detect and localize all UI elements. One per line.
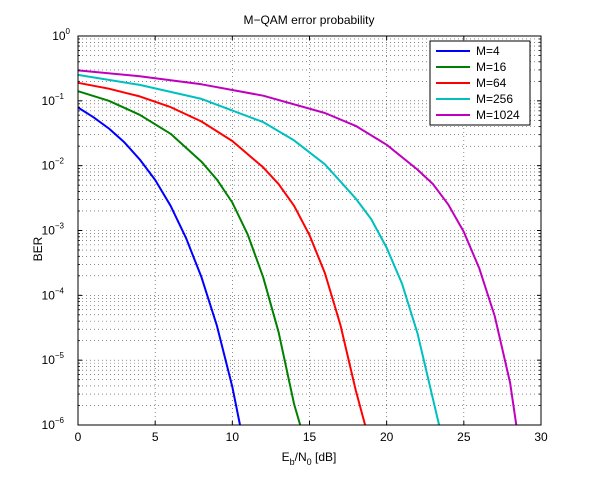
x-axis-label-sub2: 0 <box>307 457 312 467</box>
y-tick-label-base: 10 <box>42 159 56 173</box>
chart-title: M−QAM error probability <box>243 13 374 27</box>
y-tick-label-base: 10 <box>42 418 56 432</box>
x-axis-label-base: E <box>282 450 290 464</box>
y-tick-label: 10−3 <box>42 222 65 238</box>
x-tick-label: 30 <box>534 430 548 444</box>
x-axis-label-sub1: b <box>290 457 295 467</box>
x-tick-label: 0 <box>75 430 82 444</box>
y-tick-label-exponent: −3 <box>55 222 65 231</box>
series-line <box>77 106 241 426</box>
y-tick-label: 10−1 <box>42 92 65 108</box>
x-axis-label-mid: /N <box>295 450 307 464</box>
legend-label: M=1024 <box>476 108 520 122</box>
series-line <box>77 90 302 426</box>
y-tick-label-base: 10 <box>52 29 66 43</box>
y-tick-label-base: 10 <box>42 224 56 238</box>
y-tick-label: 10−5 <box>42 351 65 367</box>
y-tick-label-exponent: −1 <box>55 92 65 101</box>
y-tick-label-exponent: −6 <box>55 416 65 425</box>
y-tick-label-exponent: −4 <box>55 286 65 295</box>
y-tick-label: 100 <box>52 27 70 43</box>
legend-label: M=4 <box>476 44 500 58</box>
x-tick-label: 20 <box>380 430 394 444</box>
series-line <box>77 73 441 426</box>
y-tick-label-exponent: −5 <box>55 351 65 360</box>
x-axis-label: Eb/N0 [dB] <box>282 450 337 467</box>
x-axis-label-tail: [dB] <box>312 450 337 464</box>
x-tick-label: 15 <box>303 430 317 444</box>
y-tick-label-exponent: −2 <box>55 157 65 166</box>
legend-label: M=64 <box>476 76 507 90</box>
y-tick-label-base: 10 <box>42 288 56 302</box>
series-line <box>77 69 518 426</box>
series-lines <box>77 69 518 426</box>
legend-label: M=16 <box>476 60 507 74</box>
legend-label: M=256 <box>476 92 513 106</box>
y-tick-label: 10−6 <box>42 416 65 432</box>
legend: M=4 M=16 M=64 M=256 M=1024 <box>429 40 531 126</box>
legend-box <box>429 40 531 126</box>
y-tick-label: 10−4 <box>42 286 65 302</box>
y-axis-label: BER <box>31 236 45 261</box>
x-tick-label: 25 <box>457 430 471 444</box>
x-tick-label: 5 <box>152 430 159 444</box>
y-tick-label-base: 10 <box>42 94 56 108</box>
x-tick-label: 10 <box>226 430 240 444</box>
y-tick-label-base: 10 <box>42 353 56 367</box>
y-tick-label-exponent: 0 <box>66 27 71 36</box>
series-line <box>77 81 367 426</box>
ticks <box>77 35 542 426</box>
y-tick-label: 10−2 <box>42 157 65 173</box>
